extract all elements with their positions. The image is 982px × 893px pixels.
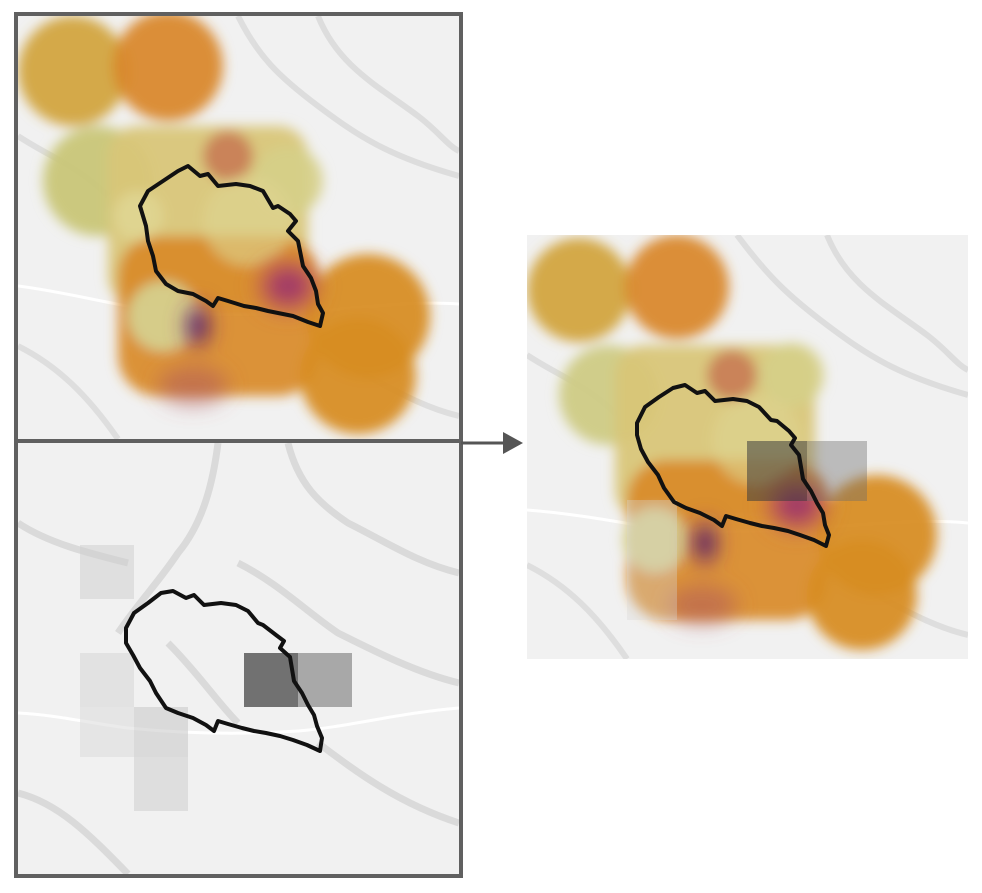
arrow-right-icon (461, 432, 523, 454)
grid-map (18, 443, 459, 874)
catchment-outline (124, 589, 324, 753)
catchment-outline (635, 383, 831, 548)
heatmap-panel (18, 16, 459, 439)
catchment-outline (138, 164, 325, 328)
grid-cells (80, 545, 352, 811)
heatmap-map (18, 16, 459, 439)
combined-panel (527, 235, 968, 659)
heat-peaks (158, 256, 323, 406)
panel-divider (14, 439, 463, 443)
combined-map (527, 235, 968, 659)
grid-cells-overlay (627, 441, 867, 620)
grid-panel (18, 443, 459, 874)
